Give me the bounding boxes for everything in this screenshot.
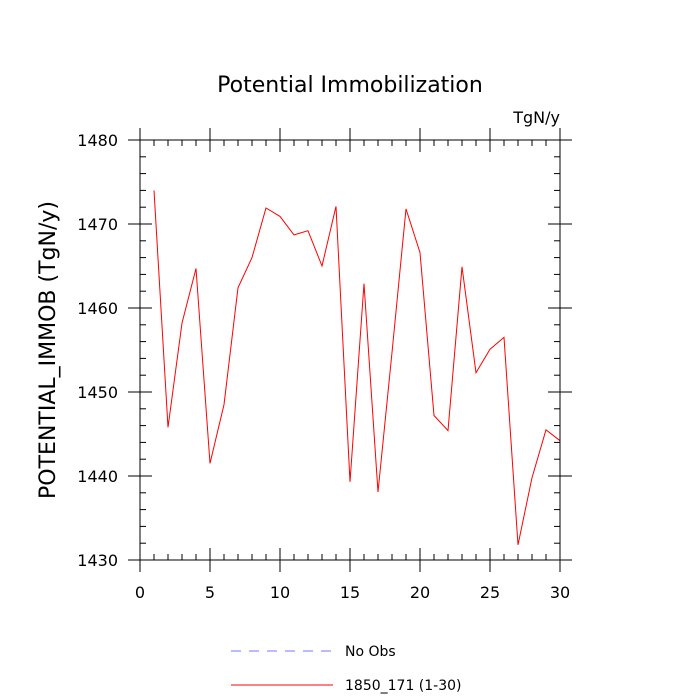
y-tick-label: 1470 bbox=[77, 215, 118, 234]
x-tick-label: 30 bbox=[550, 583, 570, 602]
plot-frame bbox=[139, 139, 561, 561]
y-axis-label: POTENTIAL_IMMOB (TgN/y) bbox=[36, 201, 61, 499]
series-line bbox=[153, 190, 561, 546]
y-tick-label: 1440 bbox=[77, 467, 118, 486]
y-tick-label: 1460 bbox=[77, 299, 118, 318]
y-tick-label: 1430 bbox=[77, 551, 118, 570]
legend-label: 1850_171 (1-30) bbox=[345, 678, 462, 694]
units-label: TgN/y bbox=[512, 108, 560, 127]
y-tick-label: 1450 bbox=[77, 383, 118, 402]
y-tick-label: 1480 bbox=[77, 131, 118, 150]
axis-ticks bbox=[128, 128, 572, 572]
x-tick-label: 5 bbox=[205, 583, 215, 602]
x-tick-label: 10 bbox=[270, 583, 290, 602]
chart-title: Potential Immobilization bbox=[217, 73, 483, 98]
x-tick-label: 25 bbox=[480, 583, 500, 602]
x-tick-label: 0 bbox=[135, 583, 145, 602]
series-lines bbox=[153, 190, 561, 546]
legend-label: No Obs bbox=[345, 644, 396, 660]
tick-labels: 0 5 10 15 20 25 30 1430 1440 1450 1460 1470 1480 bbox=[77, 131, 570, 602]
legend: No Obs 1850_171 (1-30) bbox=[231, 644, 462, 694]
x-tick-label: 20 bbox=[410, 583, 430, 602]
x-tick-label: 15 bbox=[340, 583, 360, 602]
